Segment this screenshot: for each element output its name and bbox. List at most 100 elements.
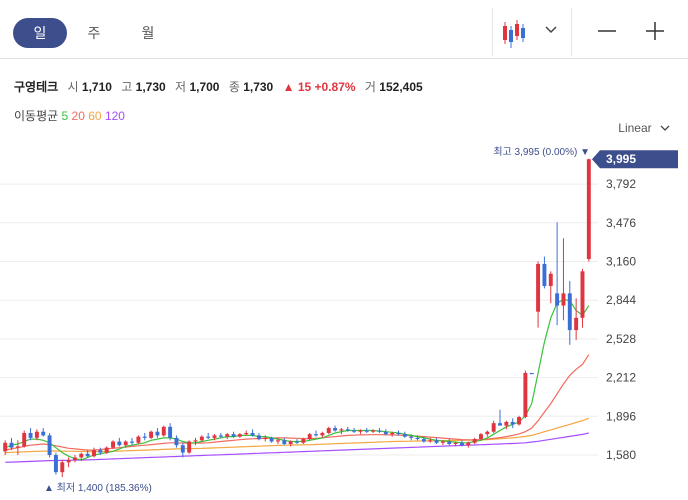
candle-body: [250, 432, 255, 436]
candle-body: [3, 442, 8, 452]
candle-body: [180, 445, 185, 453]
change-percent: +0.87%: [314, 80, 356, 94]
candle-body: [459, 442, 464, 446]
candle-body: [218, 435, 223, 437]
candle: [371, 429, 376, 433]
low-label: 저: [175, 80, 187, 94]
candle: [47, 432, 52, 458]
candle: [130, 437, 135, 446]
candle-body: [364, 430, 369, 432]
candle-body: [34, 431, 39, 438]
ma20-label: 20: [71, 109, 85, 123]
ma5-label: 5: [61, 109, 69, 123]
candle: [161, 425, 166, 437]
candle-body: [447, 441, 452, 444]
candle: [79, 452, 84, 462]
candle-body: [498, 423, 502, 426]
candle: [447, 439, 452, 446]
candle: [428, 437, 433, 443]
candle: [85, 450, 90, 458]
y-tick-label: 3,160: [606, 255, 636, 269]
ma60-series: [5, 417, 590, 454]
chevron-down-icon: [660, 125, 670, 131]
candle-body: [479, 434, 483, 440]
y-tick-label: 2,528: [606, 332, 636, 346]
zoom-out-button[interactable]: [592, 18, 622, 44]
scale-selector[interactable]: Linear: [618, 121, 670, 135]
candle-body: [142, 436, 147, 438]
candle: [459, 440, 464, 447]
candle: [142, 432, 147, 441]
candle: [504, 420, 509, 430]
candle-body: [345, 429, 350, 431]
candle-body: [206, 436, 211, 438]
change-value: 15: [297, 80, 312, 94]
candle: [3, 440, 8, 455]
chevron-down-icon: [545, 26, 557, 34]
candle: [269, 436, 274, 443]
y-tick-label: 1,896: [606, 409, 636, 423]
candle: [34, 429, 39, 441]
tab-day[interactable]: 일: [13, 18, 67, 48]
ma60-label: 60: [88, 109, 102, 123]
candle: [22, 430, 27, 448]
candle: [187, 440, 192, 454]
zoom-in-button[interactable]: [640, 18, 670, 44]
candle: [498, 409, 502, 426]
candle-body: [199, 436, 204, 441]
candle: [561, 238, 566, 321]
tab-month[interactable]: 월: [141, 25, 155, 41]
candle-body: [428, 440, 433, 442]
candle-body: [282, 440, 287, 444]
high-annotation: 최고 3,995 (0.00%) ▼: [493, 146, 590, 158]
candle: [517, 415, 522, 426]
candle: [434, 437, 439, 444]
candle-body: [466, 442, 471, 446]
candle-body: [111, 441, 115, 448]
candle-body: [529, 372, 534, 375]
candle-body: [504, 421, 509, 426]
candle-body: [155, 431, 160, 436]
candle: [542, 256, 547, 289]
candle-body: [561, 293, 566, 306]
candle-body: [161, 426, 166, 436]
candle: [295, 439, 299, 444]
candle: [339, 428, 344, 435]
candle-body: [47, 435, 52, 455]
candle-body: [9, 442, 14, 448]
candle-body: [453, 442, 458, 444]
candle: [485, 430, 490, 437]
candle: [510, 418, 515, 429]
candle: [466, 441, 471, 448]
candle: [396, 430, 401, 436]
tab-week[interactable]: 주: [87, 25, 101, 41]
candle-body: [149, 431, 154, 438]
low-value: 1,700: [189, 80, 220, 94]
candle: [440, 440, 445, 446]
y-tick-label: 3,792: [606, 177, 636, 191]
candle-body: [79, 453, 84, 458]
price-summary: 구영테크 시 1,710 고 1,730 저 1,700 종 1,730 ▲ 1…: [14, 78, 429, 95]
candles: [3, 158, 591, 478]
candle-body: [85, 453, 90, 457]
candle: [314, 430, 318, 437]
candle: [491, 420, 496, 433]
candle: [193, 437, 198, 446]
close-value: 1,730: [243, 80, 274, 94]
candle-body: [472, 439, 477, 443]
candle-body: [53, 455, 58, 473]
current-price-tag: [592, 150, 678, 169]
candle-body: [22, 432, 27, 447]
toolbar: 일 주 월: [0, 0, 688, 59]
candle: [180, 442, 185, 458]
candle: [548, 271, 553, 304]
candlestick-chart[interactable]: 3,792 3,476 3,160 2,844 2,528 2,212 1,896 1,580…: [0, 140, 688, 500]
candle-body: [225, 434, 230, 437]
candle: [206, 432, 211, 440]
candle: [92, 447, 96, 458]
ma-label: 이동평균: [14, 109, 59, 123]
candle: [218, 432, 223, 438]
candle: [250, 429, 255, 437]
chart-type-selector[interactable]: [492, 8, 572, 56]
candle: [358, 429, 363, 435]
